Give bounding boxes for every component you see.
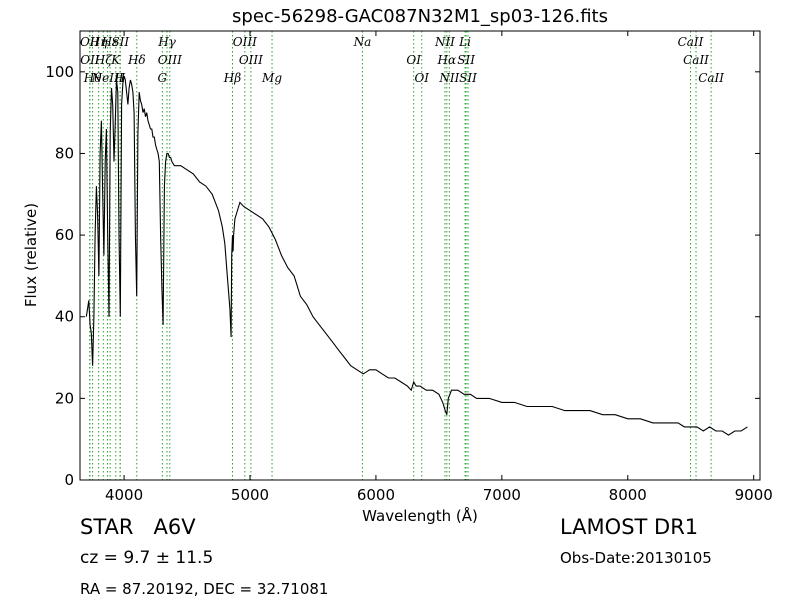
- spectral-line-label: SII: [457, 53, 475, 67]
- survey-label: LAMOST DR1: [560, 515, 699, 539]
- y-axis-label: Flux (relative): [22, 203, 40, 307]
- spectral-line-label: SII: [111, 35, 129, 49]
- x-tick-label: 4000: [105, 486, 143, 504]
- spectral-line-label: NII: [438, 71, 459, 85]
- redshift-label: cz = 9.7 ± 11.5: [80, 548, 214, 568]
- spectral-line-label: Hθ: [83, 71, 102, 85]
- object-type-label: STAR: [80, 515, 134, 539]
- plot-frame: [79, 30, 761, 481]
- y-tick-label: 20: [55, 389, 74, 407]
- spectral-line-label: Na: [353, 35, 372, 49]
- spectral-line-label: Hβ: [223, 71, 241, 85]
- x-tick-label: 8000: [609, 486, 647, 504]
- spectral-line-label: NeIII: [91, 71, 124, 85]
- y-tick-label: 60: [55, 226, 74, 244]
- subclass-label: A6V: [153, 515, 196, 539]
- coordinates-label: RA = 87.20192, DEC = 32.71081: [80, 580, 329, 598]
- x-tick-label: 9000: [735, 486, 773, 504]
- spectral-line-label: Hε: [101, 35, 119, 49]
- spectral-line-label: OII: [80, 53, 100, 67]
- spectral-line-label: SII: [459, 71, 477, 85]
- spectral-line-label: Li: [458, 35, 471, 49]
- spectral-line-label: NII: [434, 35, 455, 49]
- chart-title: spec-56298-GAC087N32M1_sp03-126.fits: [232, 6, 608, 27]
- x-axis-label: Wavelength (Å): [362, 506, 478, 525]
- y-tick-label: 100: [45, 63, 74, 81]
- spectral-line-label: OIII: [233, 35, 257, 49]
- y-tick-label: 80: [55, 144, 74, 162]
- y-tick-label: 0: [64, 471, 74, 489]
- spectral-line-label: Hζ: [94, 53, 113, 67]
- object-type: STAR A6V: [80, 515, 196, 539]
- x-tick-label: 6000: [357, 486, 395, 504]
- spectral-line-label: CaII: [698, 71, 724, 85]
- spectral-line-label: G: [158, 71, 168, 85]
- obs-date-label: Obs-Date:20130105: [560, 549, 712, 567]
- spectral-line-label: K: [110, 53, 121, 67]
- spectral-line-label: OI: [406, 53, 421, 67]
- spectral-line-label: Hγ: [157, 35, 176, 49]
- spectral-line-label: OII: [80, 35, 100, 49]
- spectral-line-label: Hδ: [127, 53, 146, 67]
- spectral-line-label: Hη: [89, 35, 108, 49]
- x-axis: 4000 5000 6000 7000 8000 9000: [105, 31, 773, 504]
- x-tick-label: 5000: [231, 486, 269, 504]
- x-tick-label: 7000: [483, 486, 521, 504]
- y-tick-label: 40: [55, 308, 74, 326]
- spectral-line-label: OIII: [239, 53, 263, 67]
- spectral-line-label: CaII: [683, 53, 709, 67]
- spectral-line-label: Mg: [261, 71, 282, 85]
- spectral-line-markers: [89, 31, 712, 480]
- spectrum-line: [85, 75, 748, 436]
- spectral-line-labels: OIIOIIHθHηHζNeIIIHεKHSIIHδGHγOIIIHβOIIIO…: [80, 35, 724, 85]
- spectral-line-label: CaII: [678, 35, 704, 49]
- spectral-line-label: Hα: [437, 53, 457, 67]
- spectral-line-label: OIII: [158, 53, 182, 67]
- y-axis: 0 20 40 60 80 100: [45, 63, 760, 489]
- spectral-line-label: OI: [414, 71, 429, 85]
